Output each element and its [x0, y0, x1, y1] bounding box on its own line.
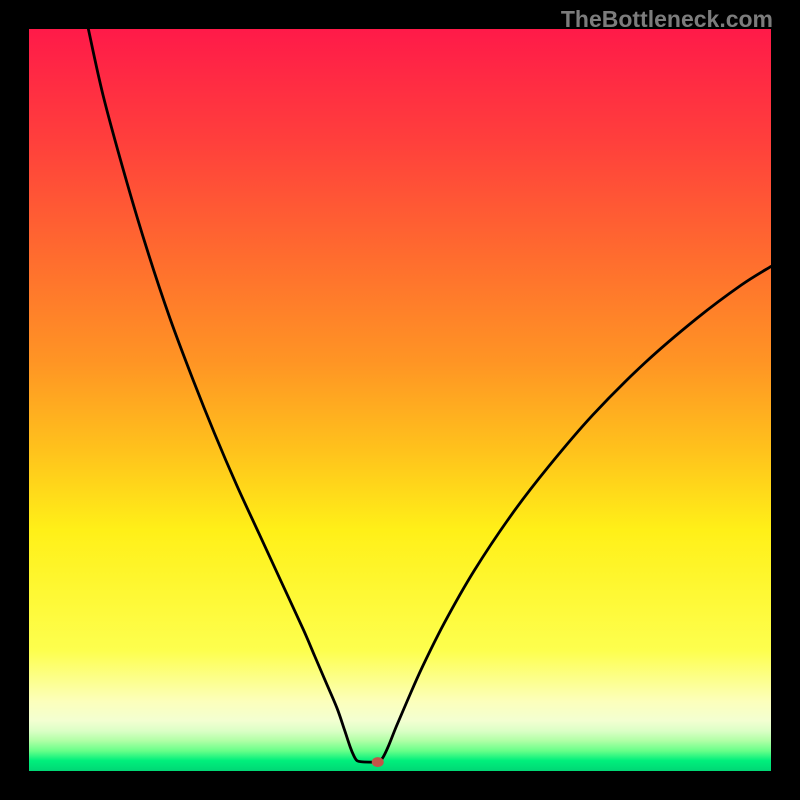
plot-container [29, 29, 771, 771]
optimal-point-marker [372, 757, 384, 767]
watermark-text: TheBottleneck.com [561, 6, 773, 33]
bottleneck-curve-chart [29, 29, 771, 771]
gradient-background [29, 29, 771, 771]
